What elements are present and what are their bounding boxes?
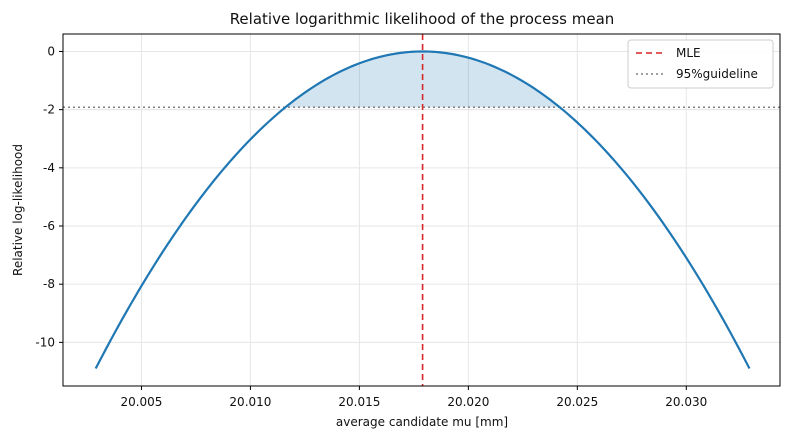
y-tick-label: -4 xyxy=(43,161,55,175)
y-axis-ticks: 0 -2 -4 -6 -8 -10 xyxy=(35,44,63,349)
grid xyxy=(63,34,780,386)
legend: MLE 95%guideline xyxy=(627,39,774,89)
plot-frame xyxy=(62,33,781,387)
x-tick-label: 20.025 xyxy=(556,395,598,409)
x-axis-ticks: 20.005 20.010 20.015 20.020 20.025 20.030 xyxy=(120,386,707,409)
y-tick-label: -8 xyxy=(43,277,55,291)
legend-guideline-label: 95%guideline xyxy=(676,67,758,81)
x-tick-label: 20.005 xyxy=(120,395,162,409)
x-tick-label: 20.030 xyxy=(665,395,707,409)
y-tick-label: 0 xyxy=(47,44,55,58)
chart-title: Relative logarithmic likelihood of the p… xyxy=(230,10,615,28)
x-axis-label: average candidate mu [mm] xyxy=(336,415,508,429)
likelihood-curve xyxy=(94,50,751,370)
y-tick-label: -6 xyxy=(43,219,55,233)
x-tick-label: 20.020 xyxy=(447,395,489,409)
y-tick-label: -10 xyxy=(35,335,55,349)
plot-lines xyxy=(63,34,780,386)
y-tick-label: -2 xyxy=(43,103,55,117)
legend-mle-label: MLE xyxy=(676,46,701,60)
x-tick-label: 20.010 xyxy=(229,395,271,409)
x-tick-label: 20.015 xyxy=(338,395,380,409)
legend-box xyxy=(627,39,774,89)
y-axis-label: Relative log-likelihood xyxy=(11,144,25,276)
